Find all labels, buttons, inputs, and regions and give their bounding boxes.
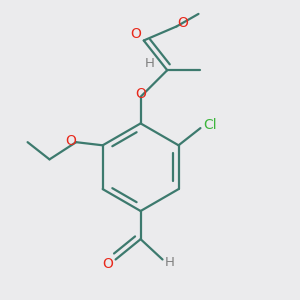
- Text: O: O: [135, 87, 146, 101]
- Text: Cl: Cl: [203, 118, 217, 132]
- Text: O: O: [177, 16, 188, 30]
- Text: H: H: [145, 58, 155, 70]
- Text: O: O: [102, 257, 113, 271]
- Text: O: O: [130, 27, 141, 40]
- Text: O: O: [65, 134, 76, 148]
- Text: H: H: [164, 256, 174, 269]
